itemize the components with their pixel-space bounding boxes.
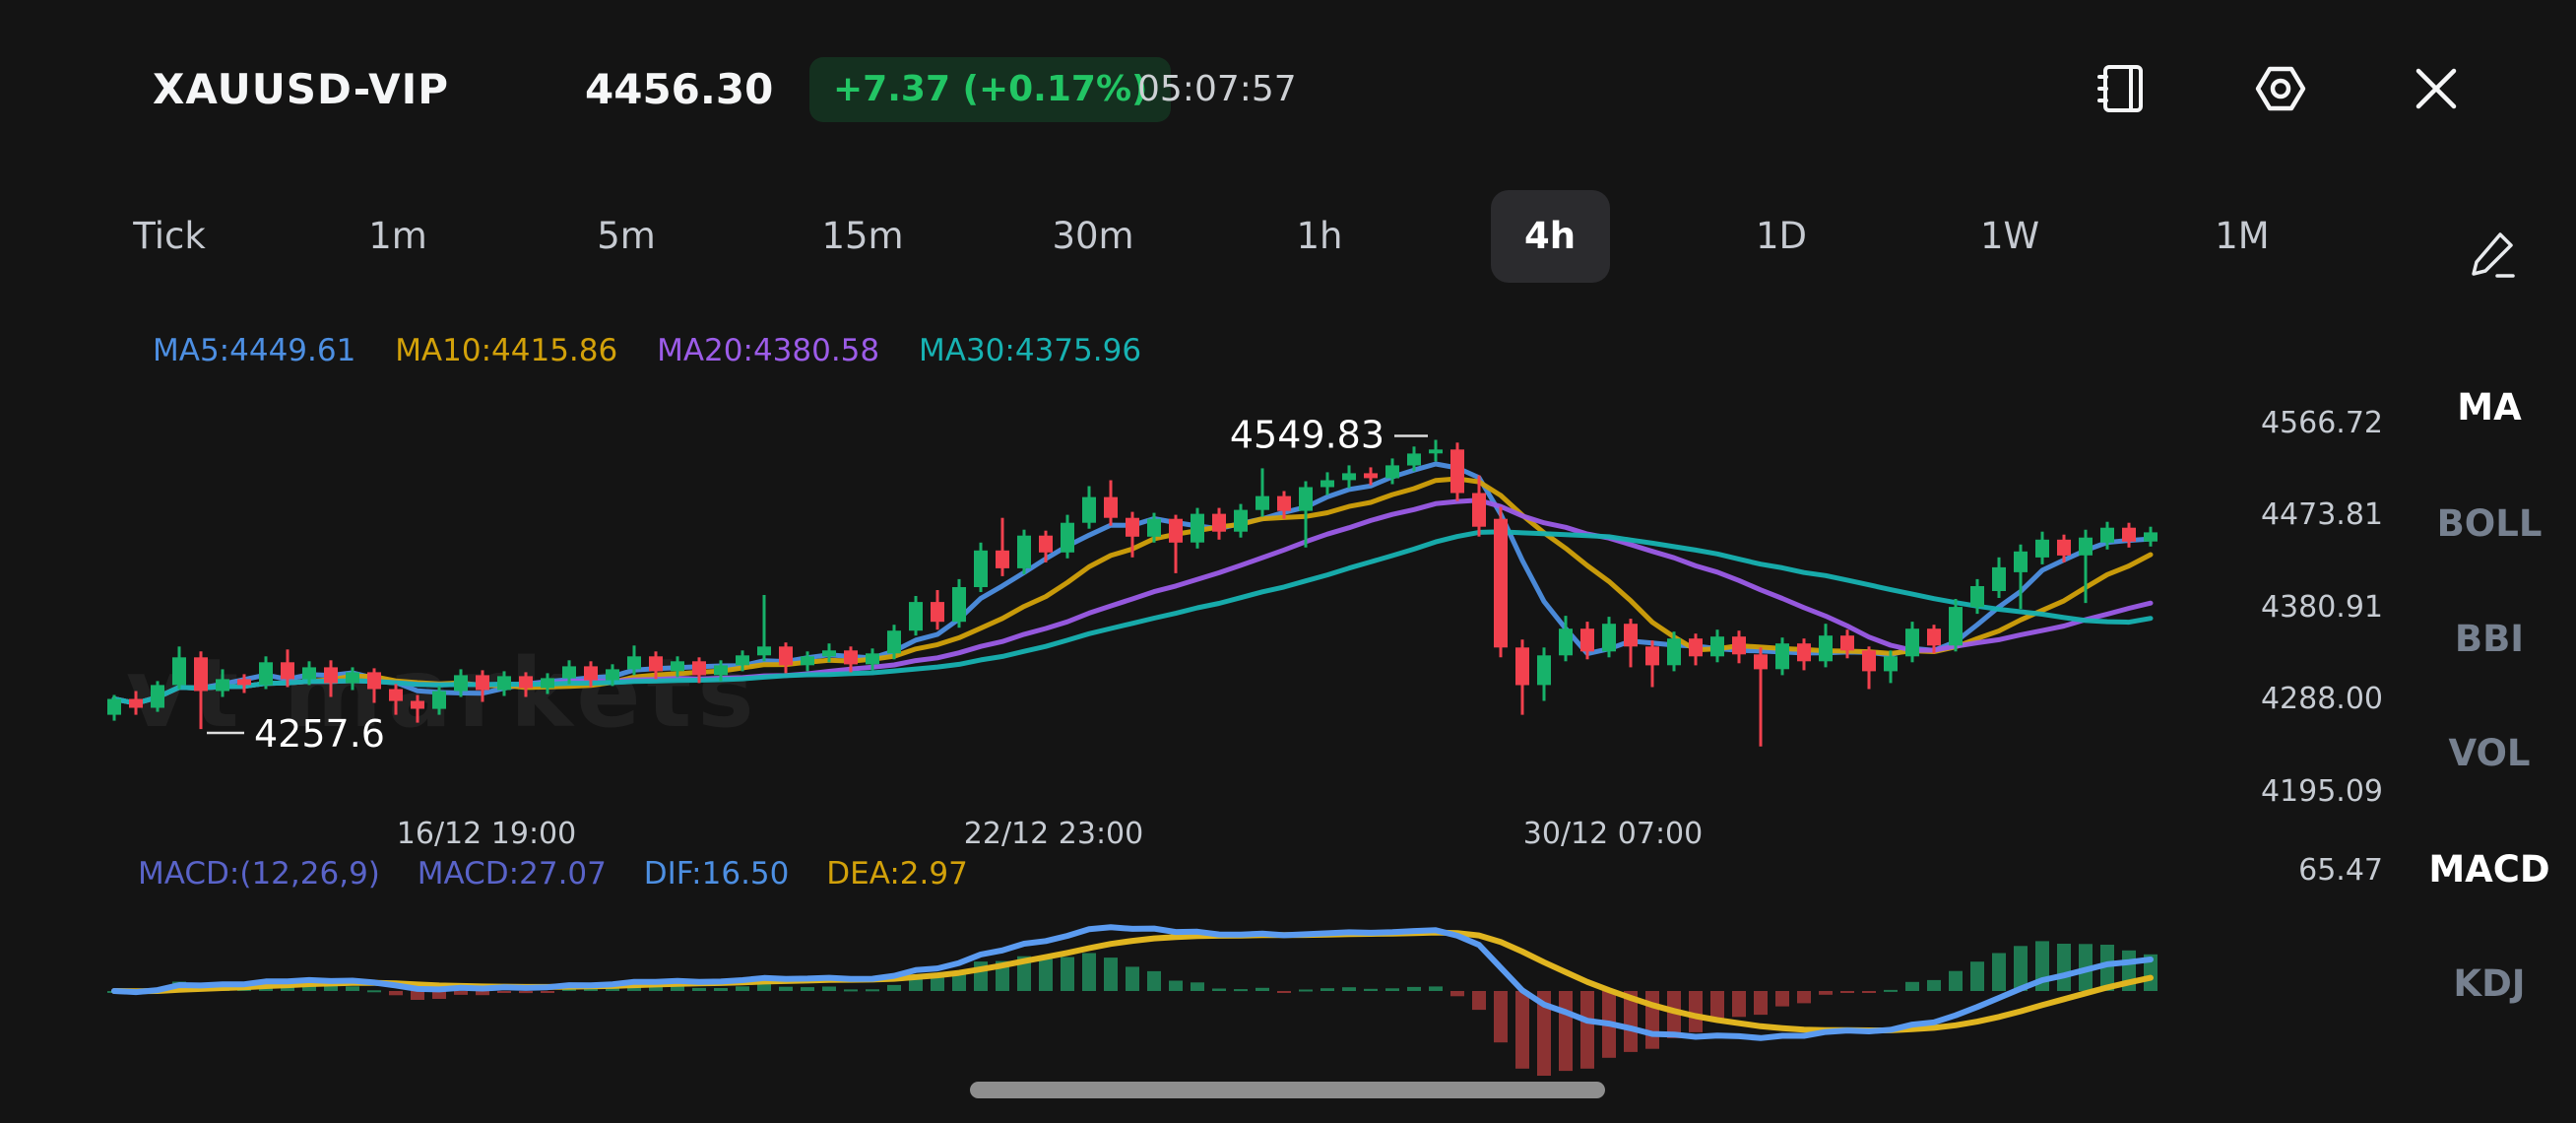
last-price: 4456.30	[585, 65, 774, 113]
x-axis-tick: 30/12 07:00	[1522, 817, 1704, 851]
tab-1d[interactable]: 1D	[1755, 215, 1808, 257]
symbol-title: XAUUSD-VIP	[153, 65, 449, 113]
tab-1w[interactable]: 1W	[1979, 215, 2040, 257]
sidebar-item-macd[interactable]: MACD	[2428, 848, 2550, 891]
tab-4h[interactable]: 4h	[1523, 215, 1577, 257]
server-time: 05:07:57	[1137, 69, 1297, 109]
macd-params: MACD:(12,26,9)	[138, 856, 380, 892]
svg-text:4549.83: 4549.83	[1230, 413, 1385, 456]
close-icon[interactable]	[2409, 61, 2464, 116]
tab-30m[interactable]: 30m	[1052, 215, 1134, 257]
tab-1mo[interactable]: 1M	[2215, 215, 2270, 257]
macd-hist-value: MACD:27.07	[417, 856, 607, 892]
x-axis-tick: 22/12 23:00	[963, 817, 1144, 851]
tab-1m[interactable]: 1m	[368, 215, 427, 257]
orderbook-icon[interactable]	[2095, 61, 2151, 116]
sidebar-item-ma[interactable]: MA	[2457, 386, 2522, 429]
macd-chart[interactable]	[103, 896, 2161, 1089]
macd-axis-tick: 65.47	[2298, 853, 2383, 888]
ma-legend: MA5:4449.61 MA10:4415.86 MA20:4380.58 MA…	[153, 333, 1171, 368]
ma20-value: MA20:4380.58	[657, 333, 880, 368]
ma5-value: MA5:4449.61	[153, 333, 356, 368]
price-change-badge: +7.37 (+0.17%)	[809, 57, 1172, 122]
x-axis-tick: 16/12 19:00	[396, 817, 577, 851]
price-axis-tick: 4473.81	[2260, 497, 2383, 532]
edit-indicators-icon[interactable]	[2468, 229, 2517, 282]
sidebar-item-kdj[interactable]: KDJ	[2453, 962, 2526, 1005]
tab-15m[interactable]: 15m	[821, 215, 904, 257]
price-axis-tick: 4380.91	[2260, 590, 2383, 625]
macd-dif-value: DIF:16.50	[643, 856, 790, 892]
tab-5m[interactable]: 5m	[597, 215, 656, 257]
tab-1h[interactable]: 1h	[1296, 215, 1343, 257]
ma30-value: MA30:4375.96	[919, 333, 1142, 368]
sidebar-item-vol[interactable]: VOL	[2448, 732, 2531, 774]
tab-tick[interactable]: Tick	[133, 215, 206, 257]
price-axis-tick: 4566.72	[2260, 406, 2383, 440]
active-tab-pill	[1491, 190, 1610, 283]
price-axis-tick: 4288.00	[2260, 682, 2383, 716]
macd-legend: MACD:(12,26,9) MACD:27.07 DIF:16.50 DEA:…	[138, 856, 996, 892]
sidebar-item-boll[interactable]: BOLL	[2436, 502, 2543, 545]
settings-icon[interactable]	[2253, 61, 2308, 116]
candlestick-chart[interactable]: 4549.83 4257.6	[103, 379, 2161, 803]
svg-text:4257.6: 4257.6	[254, 712, 385, 756]
ma10-value: MA10:4415.86	[395, 333, 618, 368]
chart-scrollbar-handle[interactable]	[970, 1082, 1605, 1098]
sidebar-item-bbi[interactable]: BBI	[2454, 618, 2525, 660]
price-axis-tick: 4195.09	[2260, 774, 2383, 809]
macd-dea-value: DEA:2.97	[826, 856, 968, 892]
